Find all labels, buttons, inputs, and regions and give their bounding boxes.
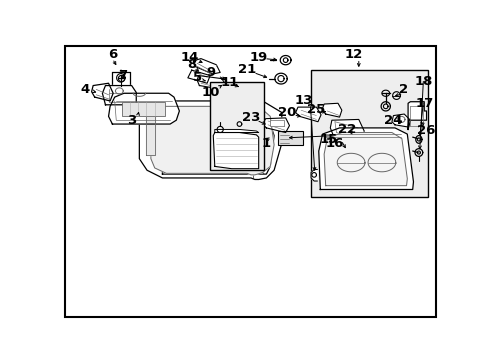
Polygon shape <box>310 170 317 181</box>
Polygon shape <box>407 102 426 130</box>
Text: 9: 9 <box>206 66 215 79</box>
Text: 8: 8 <box>187 58 196 71</box>
Polygon shape <box>187 70 210 83</box>
Polygon shape <box>214 130 258 132</box>
Text: 7: 7 <box>118 69 127 82</box>
Text: 6: 6 <box>107 48 117 61</box>
Bar <box>277 131 302 145</box>
Bar <box>122 103 164 116</box>
Text: 16: 16 <box>325 137 344 150</box>
Polygon shape <box>262 118 289 132</box>
Text: 4: 4 <box>81 83 90 96</box>
Polygon shape <box>102 86 136 105</box>
Polygon shape <box>91 83 113 101</box>
Polygon shape <box>295 107 321 122</box>
Polygon shape <box>139 101 281 180</box>
Text: 1: 1 <box>261 137 270 150</box>
Polygon shape <box>108 93 179 124</box>
Polygon shape <box>197 76 224 89</box>
Text: 17: 17 <box>415 97 433 110</box>
Text: 18: 18 <box>413 75 432 88</box>
Text: 21: 21 <box>238 63 256 76</box>
Text: 26: 26 <box>417 124 435 137</box>
Polygon shape <box>324 132 407 186</box>
Polygon shape <box>145 114 154 155</box>
Text: 25: 25 <box>306 103 325 116</box>
Text: 15: 15 <box>319 133 337 146</box>
Bar <box>310 70 427 197</box>
Text: 19: 19 <box>249 50 267 64</box>
Text: 12: 12 <box>344 48 362 61</box>
Polygon shape <box>329 120 364 142</box>
Polygon shape <box>193 59 220 74</box>
Text: 10: 10 <box>202 86 220 99</box>
Text: 22: 22 <box>337 123 356 136</box>
Polygon shape <box>151 106 274 175</box>
Polygon shape <box>321 103 341 117</box>
Polygon shape <box>213 132 258 169</box>
Polygon shape <box>162 120 274 174</box>
Text: 13: 13 <box>294 94 313 107</box>
Text: 24: 24 <box>384 114 402 127</box>
Bar <box>210 82 264 170</box>
Bar <box>270 120 284 126</box>
Text: 3: 3 <box>127 114 136 127</box>
Polygon shape <box>318 128 413 189</box>
Text: 23: 23 <box>241 111 260 123</box>
Text: 2: 2 <box>398 83 407 96</box>
Polygon shape <box>391 114 409 127</box>
Text: 5: 5 <box>192 71 201 84</box>
Text: 11: 11 <box>220 76 238 89</box>
Text: 14: 14 <box>180 50 198 64</box>
Text: 20: 20 <box>278 106 296 119</box>
